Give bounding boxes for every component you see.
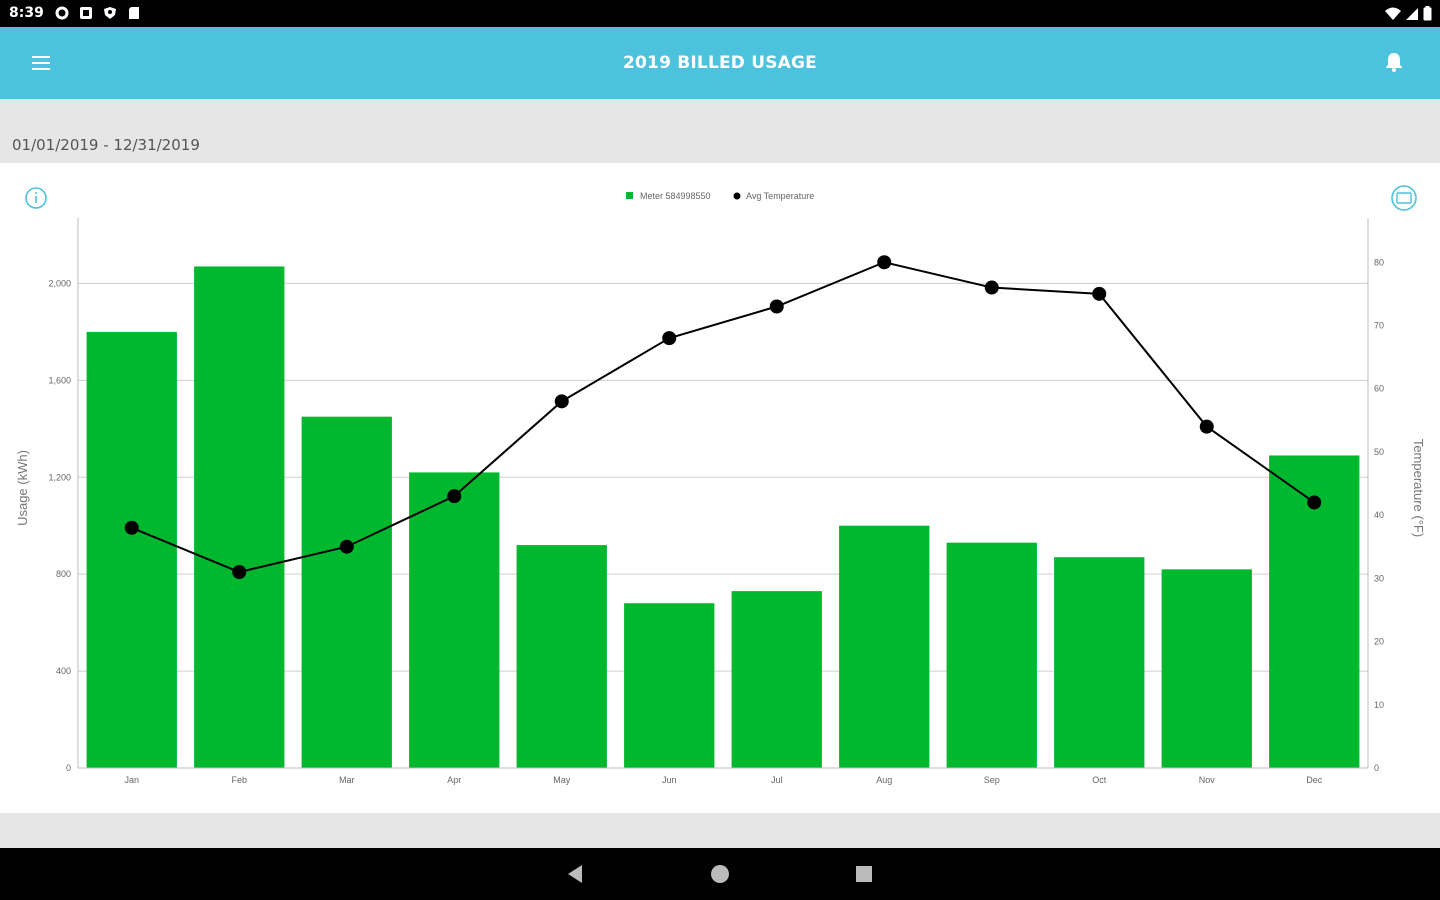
y2-tick-label: 10 bbox=[1374, 700, 1384, 710]
x-tick-label: Apr bbox=[447, 775, 461, 785]
y2-tick-label: 80 bbox=[1374, 257, 1384, 267]
y-tick-label: 400 bbox=[56, 666, 71, 676]
battery-icon bbox=[1423, 6, 1432, 21]
y2-tick-label: 70 bbox=[1374, 320, 1384, 330]
usage-bar[interactable] bbox=[1161, 569, 1252, 768]
card-footer-area bbox=[0, 813, 1440, 848]
date-range[interactable]: 01/01/2019 - 12/31/2019 bbox=[12, 136, 200, 154]
y2-axis-label: Temperature (°F) bbox=[1411, 439, 1426, 537]
x-tick-label: Sep bbox=[984, 775, 1000, 785]
x-tick-label: Jul bbox=[771, 775, 783, 785]
temperature-point[interactable] bbox=[554, 394, 569, 409]
usage-bar[interactable] bbox=[1054, 557, 1145, 768]
y-axis-label: Usage (kWh) bbox=[15, 450, 30, 526]
usage-bar[interactable] bbox=[624, 603, 715, 768]
temperature-point[interactable] bbox=[877, 255, 892, 270]
notification-icons bbox=[55, 6, 141, 20]
navigation-bar bbox=[0, 848, 1440, 900]
usage-bar[interactable] bbox=[516, 545, 607, 768]
page-title: 2019 BILLED USAGE bbox=[623, 53, 817, 73]
temperature-point[interactable] bbox=[124, 520, 139, 535]
shield-icon bbox=[104, 7, 116, 19]
temperature-point[interactable] bbox=[1199, 419, 1214, 434]
y2-tick-label: 40 bbox=[1374, 510, 1384, 520]
y-tick-label: 0 bbox=[66, 763, 71, 773]
y-tick-label: 800 bbox=[56, 569, 71, 579]
chart-toggle-icon-inner bbox=[1396, 192, 1412, 204]
legend-temperature-swatch bbox=[733, 192, 741, 200]
x-tick-label: Oct bbox=[1092, 775, 1107, 785]
temperature-point[interactable] bbox=[662, 331, 677, 346]
home-icon[interactable] bbox=[709, 863, 731, 885]
temperature-point[interactable] bbox=[339, 539, 354, 554]
settings-icon bbox=[55, 6, 69, 20]
chart-toggle-icon[interactable] bbox=[1391, 185, 1417, 211]
info-icon[interactable] bbox=[25, 187, 47, 209]
usage-chart: 0 400 800 1,200 1,600 2,000 0 10 20 30 40 50 60 70 80 J… bbox=[15, 185, 1426, 785]
notification-box-icon bbox=[80, 7, 92, 19]
temperature-point[interactable] bbox=[1092, 286, 1107, 301]
x-tick-label: Dec bbox=[1306, 775, 1323, 785]
temperature-point[interactable] bbox=[232, 565, 247, 580]
usage-bar[interactable] bbox=[839, 525, 930, 768]
usage-bar[interactable] bbox=[301, 416, 392, 768]
system-status-icons bbox=[1385, 6, 1432, 21]
y-tick-label: 1,600 bbox=[48, 375, 71, 385]
bell-icon[interactable] bbox=[1382, 50, 1406, 74]
back-icon[interactable] bbox=[565, 863, 587, 885]
y-tick-label: 1,200 bbox=[48, 472, 71, 482]
y2-tick-label: 0 bbox=[1374, 763, 1379, 773]
date-range-bar: 01/01/2019 - 12/31/2019 bbox=[0, 99, 1440, 163]
x-tick-label: May bbox=[553, 775, 571, 785]
status-time: 8:39 bbox=[9, 5, 44, 21]
status-bar: 8:39 bbox=[0, 0, 1440, 27]
y2-tick-label: 50 bbox=[1374, 447, 1384, 457]
y2-tick-label: 60 bbox=[1374, 384, 1384, 394]
info-icon-stem bbox=[35, 196, 37, 203]
x-tick-label: Aug bbox=[876, 775, 892, 785]
x-tick-label: Nov bbox=[1199, 775, 1216, 785]
legend-temperature-label: Avg Temperature bbox=[746, 191, 814, 201]
legend-usage-swatch bbox=[626, 192, 633, 199]
temperature-point[interactable] bbox=[984, 280, 999, 295]
usage-bar[interactable] bbox=[409, 472, 500, 768]
y2-tick-label: 20 bbox=[1374, 637, 1384, 647]
usage-bar[interactable] bbox=[194, 266, 285, 768]
legend-usage-label: Meter 584998550 bbox=[640, 191, 711, 201]
x-tick-label: Jun bbox=[662, 775, 677, 785]
x-tick-label: Jan bbox=[124, 775, 139, 785]
signal-icon bbox=[1406, 7, 1418, 20]
y-tick-label: 2,000 bbox=[48, 278, 71, 288]
y2-tick-label: 30 bbox=[1374, 573, 1384, 583]
menu-icon[interactable] bbox=[28, 51, 54, 75]
usage-bar[interactable] bbox=[731, 591, 822, 768]
temperature-point[interactable] bbox=[447, 489, 462, 504]
info-icon-dot bbox=[35, 192, 37, 194]
temperature-point[interactable] bbox=[1307, 495, 1322, 510]
wifi-icon bbox=[1385, 7, 1401, 20]
x-tick-label: Mar bbox=[339, 775, 355, 785]
temperature-line bbox=[131, 261, 1315, 574]
x-tick-label: Feb bbox=[231, 775, 247, 785]
usage-bar[interactable] bbox=[946, 542, 1037, 768]
temperature-point[interactable] bbox=[769, 299, 784, 314]
usage-bar[interactable] bbox=[86, 331, 177, 768]
app-bar: 2019 BILLED USAGE bbox=[0, 27, 1440, 99]
sd-card-icon bbox=[129, 7, 139, 19]
recents-icon[interactable] bbox=[853, 863, 875, 885]
